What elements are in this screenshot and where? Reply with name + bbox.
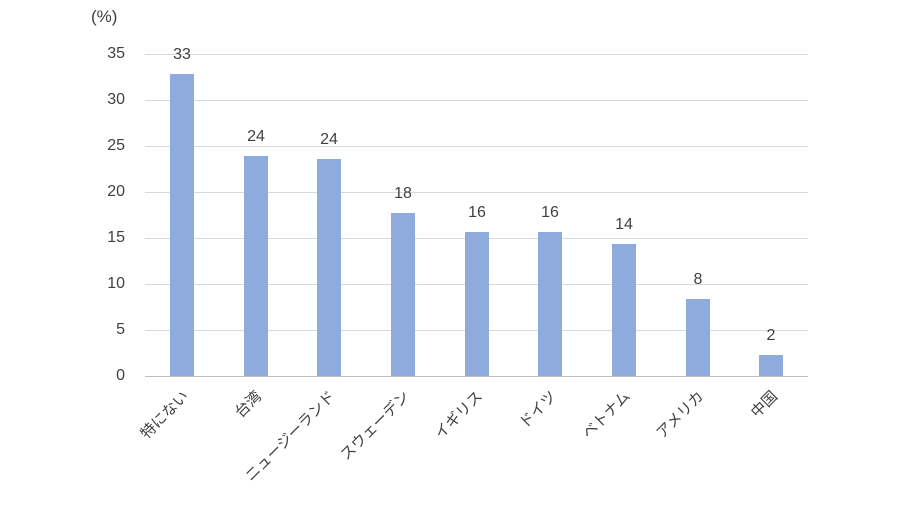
y-axis-tick-label: 25 [107, 137, 125, 154]
bar [244, 156, 268, 376]
x-axis-category-label: 特にない [137, 388, 193, 443]
bar [391, 213, 415, 376]
x-axis-category-label: イギリス [431, 388, 487, 443]
bar [759, 355, 783, 376]
bar-value-label: 16 [468, 204, 486, 221]
y-axis-tick-label: 10 [107, 275, 125, 292]
gridline [145, 146, 808, 147]
y-axis-tick-label: 15 [107, 229, 125, 246]
bar [317, 159, 341, 376]
y-axis-tick-label: 0 [116, 367, 125, 384]
bar-value-label: 18 [394, 185, 412, 202]
bar-value-label: 8 [693, 271, 703, 288]
bar-value-label: 33 [173, 46, 191, 63]
bar-value-label: 24 [320, 131, 338, 148]
x-axis-category-label: スウェーデン [337, 388, 414, 464]
x-axis-category-label: ベトナム [579, 388, 635, 443]
gridline [145, 100, 808, 101]
y-axis-tick-label: 20 [107, 183, 125, 200]
gridline [145, 54, 808, 55]
y-axis-tick-label: 5 [116, 321, 125, 338]
bar [170, 74, 194, 376]
x-axis-line [145, 376, 808, 377]
gridline [145, 192, 808, 193]
bar-value-label: 14 [615, 216, 633, 233]
y-axis-tick-label: 30 [107, 91, 125, 108]
x-axis-category-label: 中国 [747, 388, 782, 422]
bar [612, 244, 636, 376]
bar [686, 299, 710, 376]
x-axis-category-label: 台湾 [231, 388, 266, 422]
bar-value-label: 2 [766, 327, 776, 344]
y-axis-tick-label: 35 [107, 45, 125, 62]
bar-value-label: 24 [247, 128, 265, 145]
x-axis-category-label: ドイツ [516, 388, 561, 432]
bar [465, 232, 489, 376]
x-axis-category-label: アメリカ [653, 388, 708, 442]
bar-value-label: 16 [541, 204, 559, 221]
bar [538, 232, 562, 376]
y-axis-unit-label: (%) [91, 7, 118, 26]
